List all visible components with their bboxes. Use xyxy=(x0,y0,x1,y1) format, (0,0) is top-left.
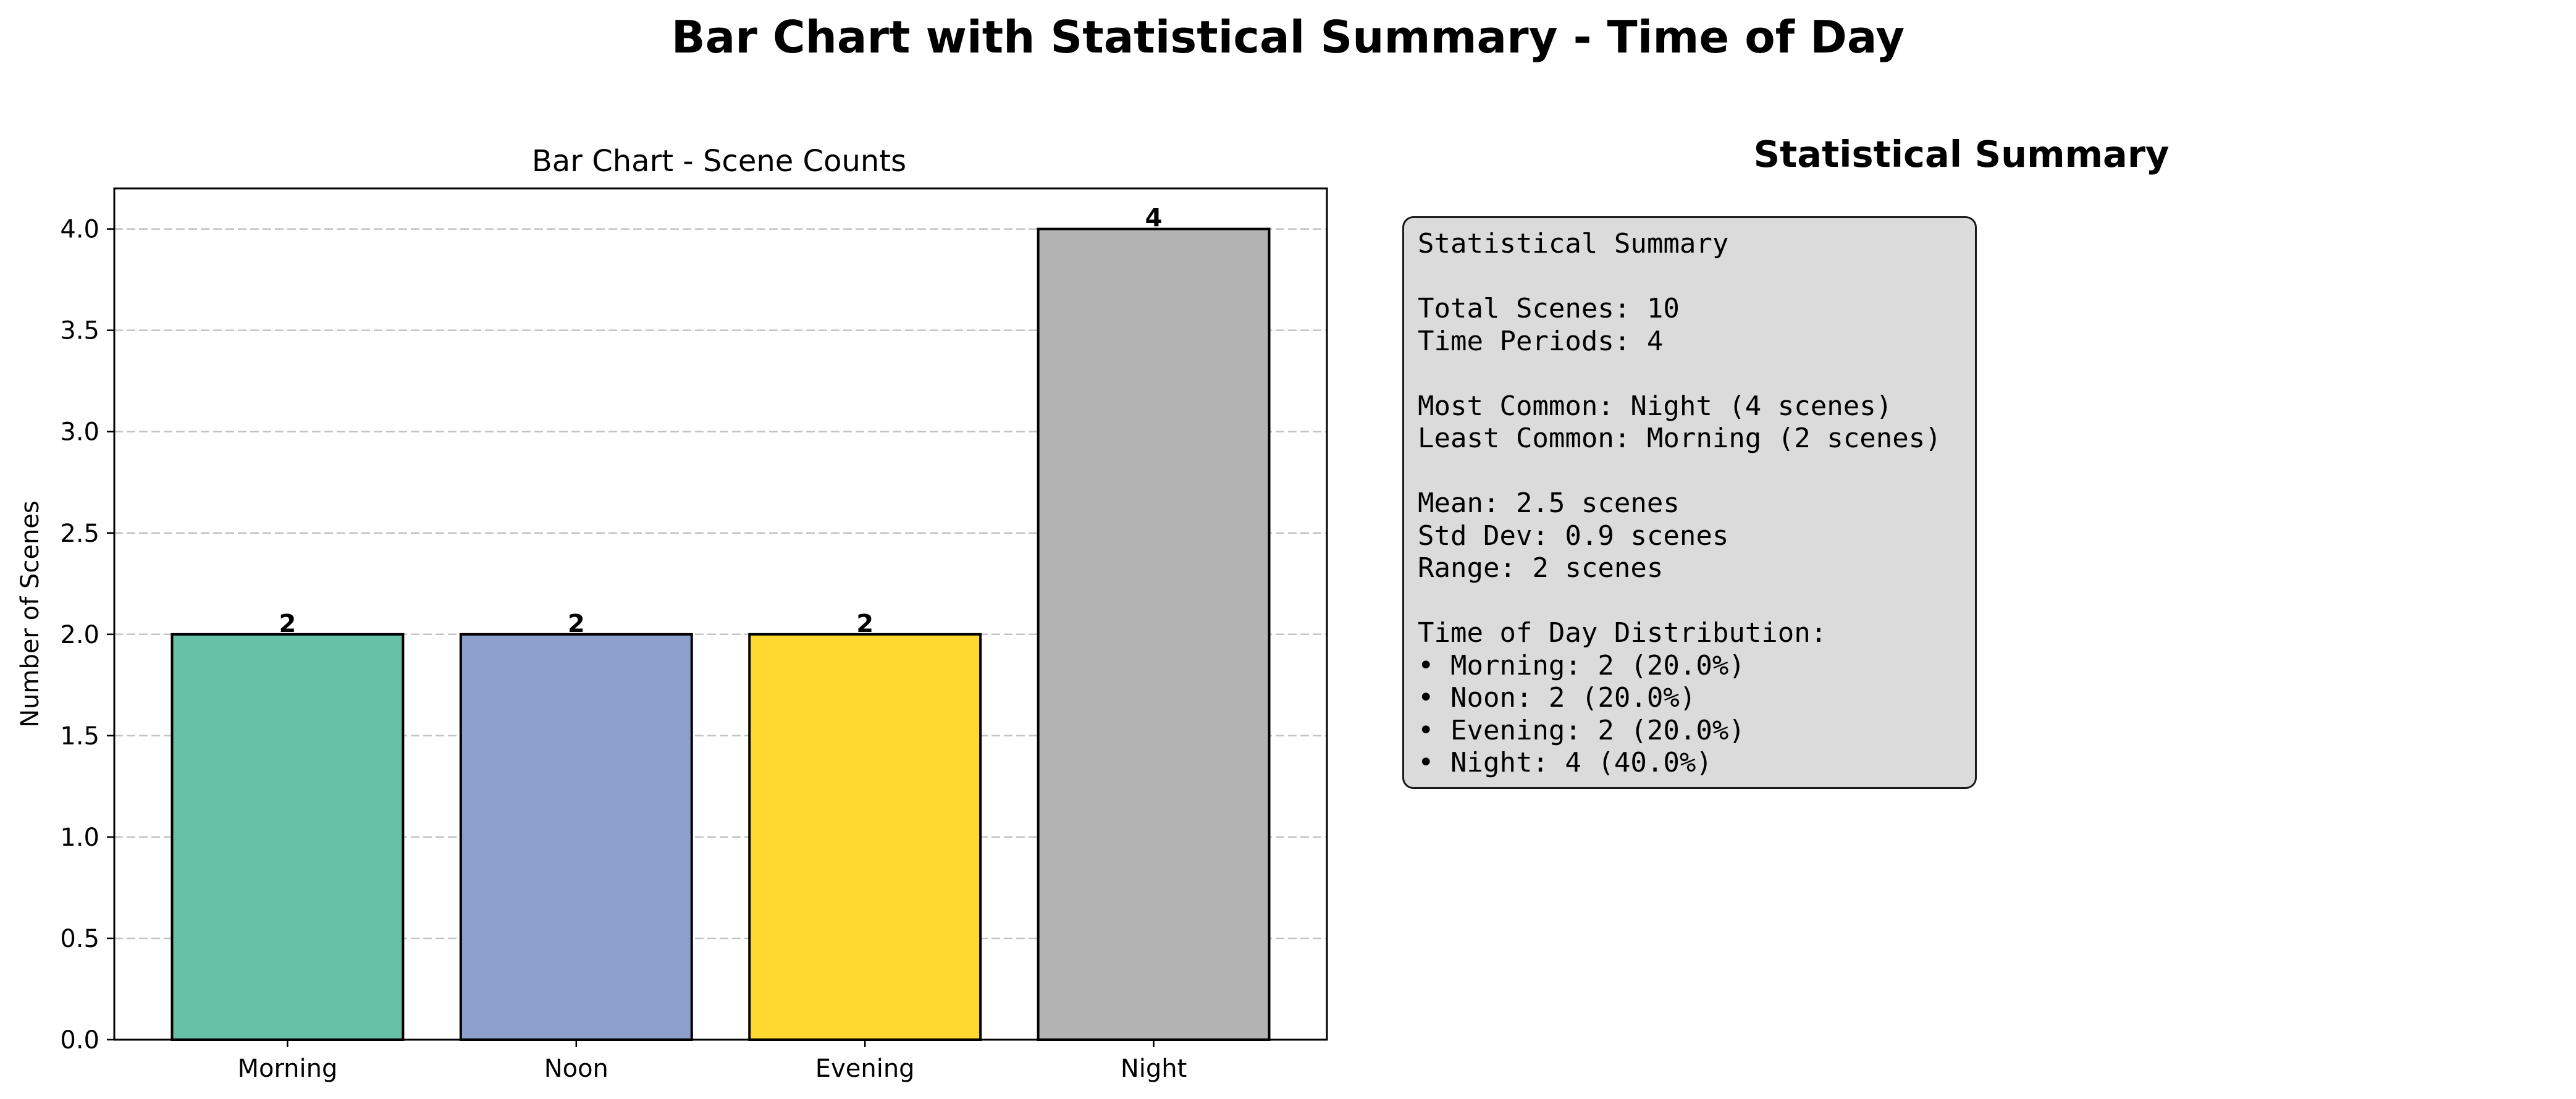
y-tick-label: 1.5 xyxy=(60,722,99,751)
x-tick-label: Noon xyxy=(544,1055,608,1083)
summary-line: Time of Day Distribution: xyxy=(1418,617,1827,649)
bar-night xyxy=(1037,227,1271,1042)
summary-line: • Night: 4 (40.0%) xyxy=(1418,747,1712,778)
summary-line: Range: 2 scenes xyxy=(1418,552,1664,584)
x-tick-label: Night xyxy=(1121,1055,1187,1083)
summary-line: Total Scenes: 10 xyxy=(1418,293,1680,324)
bar-morning xyxy=(170,633,405,1042)
bars xyxy=(170,227,1271,1042)
bar-noon xyxy=(459,633,693,1042)
y-tick-label: 1.0 xyxy=(60,823,99,852)
y-axis-label: Number of Scenes xyxy=(16,500,44,727)
summary-line: • Noon: 2 (20.0%) xyxy=(1418,682,1696,714)
summary-blank-line xyxy=(1418,261,1975,293)
summary-heading: Statistical Summary xyxy=(1753,133,2170,175)
summary-line: • Morning: 2 (20.0%) xyxy=(1418,649,1745,681)
x-tick-label: Morning xyxy=(237,1055,337,1083)
y-tick-label: 3.5 xyxy=(60,317,99,345)
summary-line: Time Periods: 4 xyxy=(1418,325,1664,357)
y-tick-label: 2.0 xyxy=(60,621,99,649)
y-tick-label: 0.0 xyxy=(60,1026,99,1055)
chart-title: Bar Chart - Scene Counts xyxy=(532,144,906,179)
axis-ticks: 0.0 0.5 1.0 1.5 2.0 2.5 3.0 3.5 4.0 Morning Noon Ev… xyxy=(60,216,1187,1083)
bar-value-label: 2 xyxy=(279,610,297,638)
y-tick-label: 2.5 xyxy=(60,520,99,548)
summary-line: • Evening: 2 (20.0%) xyxy=(1418,714,1745,746)
figure-title: Bar Chart with Statistical Summary - Tim… xyxy=(671,11,1905,63)
bar-value-label: 2 xyxy=(568,610,585,638)
summary-line: Statistical Summary xyxy=(1418,228,1729,259)
plot-area-frame xyxy=(113,187,1328,1041)
y-tick-label: 4.0 xyxy=(60,216,99,244)
summary-line: Least Common: Morning (2 scenes) xyxy=(1418,423,1942,454)
summary-line: Mean: 2.5 scenes xyxy=(1418,487,1680,519)
bar-value-label: 2 xyxy=(856,610,873,638)
summary-blank-line xyxy=(1418,358,1975,390)
summary-blank-line xyxy=(1418,585,1975,618)
y-tick-label: 0.5 xyxy=(60,925,99,953)
summary-blank-line xyxy=(1418,455,1975,488)
summary-line: Std Dev: 0.9 scenes xyxy=(1418,520,1729,552)
x-tick-label: Evening xyxy=(815,1055,915,1083)
statistical-summary-box: Statistical Summary Total Scenes: 10 Time … xyxy=(1402,216,1977,789)
bar-evening xyxy=(748,633,982,1042)
bar-value-label: 4 xyxy=(1145,204,1163,233)
y-tick-label: 3.0 xyxy=(60,418,99,447)
summary-line: Most Common: Night (4 scenes) xyxy=(1418,390,1893,422)
bar-value-labels: 2 2 2 4 xyxy=(279,204,1163,638)
